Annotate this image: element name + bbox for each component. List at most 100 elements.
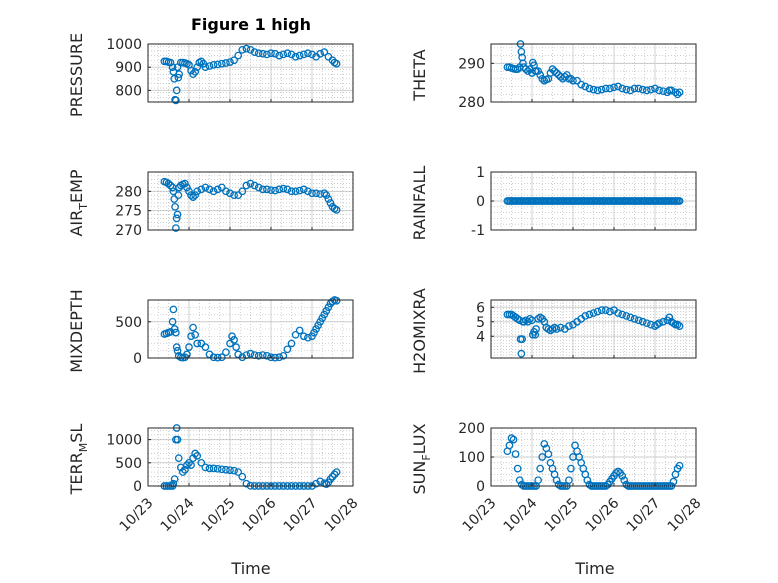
terr_msl-data-point <box>330 470 339 479</box>
mixdepth-data-point <box>187 332 195 341</box>
h2omixra-data-point <box>532 325 540 333</box>
h2omixra-data-point <box>634 316 643 325</box>
mixdepth-data-point <box>263 351 271 360</box>
pressure-data-point <box>197 57 206 66</box>
h2omixra-data-point <box>552 325 561 333</box>
h2omixra-y-axis-label: H2OMIXRA <box>410 288 429 374</box>
figure-title: Figure 1 high <box>191 15 311 34</box>
terr_msl-data-point <box>189 454 197 463</box>
mixdepth-data-point <box>201 343 210 351</box>
terr_msl-data-point <box>238 472 247 481</box>
theta-data-point <box>524 67 532 75</box>
x-axis-label-right: Time <box>574 559 614 578</box>
air_temp-data-point <box>222 187 230 196</box>
mixdepth-data-point <box>168 317 177 326</box>
sun_flux-data-point <box>669 477 678 486</box>
mixdepth-data-point <box>332 296 341 305</box>
air_temp-data-point <box>230 191 238 200</box>
pressure-y-tick-label: 1000 <box>106 37 142 53</box>
air_temp-data-point <box>174 191 183 200</box>
theta-data-point <box>663 88 672 97</box>
sun_flux-data-point <box>505 441 514 450</box>
air_temp-y-tick-label: 280 <box>115 184 142 200</box>
pressure-data-point <box>172 86 181 95</box>
h2omixra-data-point <box>665 313 674 322</box>
theta-data-point <box>638 85 647 94</box>
theta-data-point <box>634 84 643 93</box>
h2omixra-data-point <box>618 310 627 319</box>
air_temp-data-point <box>291 187 300 196</box>
h2omixra-axes: 456 H2OMIXRA <box>410 288 697 374</box>
sun_flux-y-tick-label: 200 <box>458 421 485 437</box>
pressure-y-tick-label: 800 <box>115 83 142 99</box>
mixdepth-data-point <box>232 343 240 351</box>
mixdepth-data-point <box>279 351 288 360</box>
theta-data-point <box>642 86 651 95</box>
air_temp-data-point <box>250 181 259 190</box>
terr_msl-y-tick-label: 500 <box>115 456 142 472</box>
pressure-data-point <box>201 63 210 72</box>
pressure-data-point <box>320 48 329 56</box>
theta-data-point <box>673 90 682 99</box>
mixdepth-data-point <box>230 336 238 344</box>
theta-axes-box <box>490 43 697 103</box>
air_temp-data-point <box>226 189 234 198</box>
mixdepth-data-point <box>185 343 193 351</box>
pressure-data-point <box>174 73 183 82</box>
theta-y-axis-label: THETA <box>410 49 429 101</box>
pressure-data-point <box>271 49 279 58</box>
h2omixra-data-point <box>606 307 614 316</box>
pressure-data-point <box>168 63 177 72</box>
mixdepth-data-point <box>222 348 230 357</box>
theta-data-point <box>589 85 598 94</box>
air_temp-data-point <box>183 183 191 192</box>
terr_msl-data-point <box>181 465 189 474</box>
theta-data-point <box>622 85 631 94</box>
air_temp-data-point <box>172 214 181 223</box>
pressure-data-point <box>267 49 275 58</box>
h2omixra-data-point <box>565 322 573 330</box>
terr_msl-data-point <box>316 477 325 486</box>
sun_flux-data-point <box>509 435 518 444</box>
pressure-data-point <box>246 45 255 54</box>
air_temp-y-tick-label: 275 <box>115 204 142 220</box>
air_temp-data-point <box>246 179 255 188</box>
mixdepth-data-point <box>172 343 181 351</box>
theta-data-point <box>610 83 618 92</box>
sun_flux-data-point <box>618 471 627 480</box>
pressure-data-point <box>299 50 308 59</box>
air_temp-data-point <box>170 195 179 203</box>
theta-data-point <box>630 84 639 93</box>
sun_flux-data-point <box>620 476 629 485</box>
air_temp-data-point <box>205 185 214 194</box>
air_temp-data-point <box>275 185 284 194</box>
terr_msl-y-tick-label: 0 <box>133 479 142 495</box>
pressure-data-point <box>291 52 300 61</box>
rainfall-y-tick-label: 1 <box>476 165 485 181</box>
rainfall-y-tick-label: 0 <box>476 194 485 210</box>
terr_msl-data-point <box>193 451 202 460</box>
terr_msl-data-point <box>187 461 195 469</box>
h2omixra-data-point <box>642 319 651 328</box>
mixdepth-data-point <box>172 328 180 337</box>
theta-y-tick-label: 280 <box>458 95 485 111</box>
mixdepth-y-axis-label: MIXDEPTH <box>67 289 86 372</box>
air_temp-data-point <box>299 185 308 194</box>
pressure-data-point <box>263 50 271 59</box>
mixdepth-data-point <box>254 351 263 360</box>
terr_msl-data-point <box>217 465 226 474</box>
h2omixra-data-point <box>581 312 590 320</box>
mixdepth-data-point <box>209 353 218 362</box>
theta-data-point <box>593 86 602 95</box>
terr_msl-data-point <box>234 468 243 476</box>
air_temp-data-point <box>254 183 263 192</box>
theta-data-point <box>573 76 581 85</box>
sun_flux-data-point <box>511 450 520 458</box>
air_temp-data-point <box>191 191 199 200</box>
mixdepth-data-point <box>287 339 296 348</box>
sun_flux-data-point <box>552 476 561 485</box>
pressure-data-point <box>316 49 325 58</box>
pressure-data-point <box>222 59 230 67</box>
terr_msl-data-point <box>173 435 182 444</box>
